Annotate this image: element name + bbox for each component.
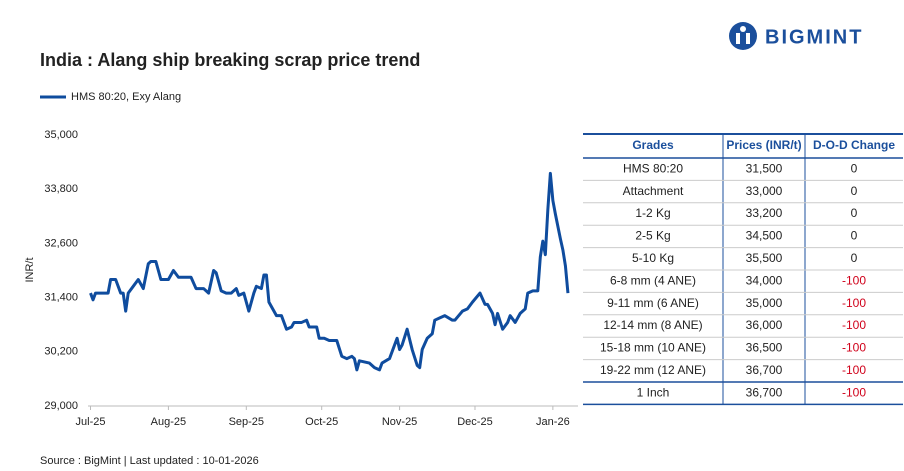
table-cell: -100 xyxy=(842,385,866,399)
line-series xyxy=(89,171,570,372)
table-cell: 1 Inch xyxy=(637,385,670,399)
table-header: D-O-D Change xyxy=(813,138,895,152)
table-cell: 15-18 mm (10 ANE) xyxy=(600,341,706,355)
x-tick-label: Oct-25 xyxy=(305,416,338,428)
y-tick-label: 33,800 xyxy=(44,183,78,195)
table-cell: 0 xyxy=(851,206,858,220)
y-tick-label: 29,000 xyxy=(44,400,78,412)
table-cell: Attachment xyxy=(623,184,684,198)
table-header: Prices (INR/t) xyxy=(726,138,801,152)
x-tick-label: Sep-25 xyxy=(229,416,264,428)
table-cell: 36,000 xyxy=(746,318,783,332)
legend-label: HMS 80:20, Exy Alang xyxy=(71,91,181,103)
y-axis-label: INR/t xyxy=(24,257,36,282)
table-cell: 36,700 xyxy=(746,385,783,399)
source-note: Source : BigMint | Last updated : 10-01-… xyxy=(40,455,259,467)
table-cell: 35,500 xyxy=(746,251,783,265)
table-cell: 33,200 xyxy=(746,206,783,220)
table-cell: -100 xyxy=(842,363,866,377)
table-cell: 0 xyxy=(851,229,858,243)
chart-title: India : Alang ship breaking scrap price … xyxy=(40,50,420,70)
table-cell: 6-8 mm (4 ANE) xyxy=(610,273,696,287)
table-cell: 36,500 xyxy=(746,341,783,355)
y-tick-label: 32,600 xyxy=(44,237,78,249)
logo-icon xyxy=(729,22,757,50)
table-cell: 34,500 xyxy=(746,229,783,243)
y-tick-label: 31,400 xyxy=(44,292,78,304)
x-tick-label: Aug-25 xyxy=(151,416,186,428)
table-cell: HMS 80:20 xyxy=(623,161,683,175)
table-cell: 5-10 Kg xyxy=(632,251,674,265)
logo: BIGMINT xyxy=(765,26,863,48)
table-cell: 36,700 xyxy=(746,363,783,377)
table-cell: 12-14 mm (8 ANE) xyxy=(603,318,702,332)
x-tick-label: Jul-25 xyxy=(76,416,106,428)
table-header: Grades xyxy=(632,138,674,152)
y-tick-label: 30,200 xyxy=(44,346,78,358)
table-cell: 35,000 xyxy=(746,296,783,310)
table-cell: 31,500 xyxy=(746,161,783,175)
y-tick-label: 35,000 xyxy=(44,129,78,141)
table-cell: 1-2 Kg xyxy=(635,206,670,220)
table-cell: 0 xyxy=(851,161,858,175)
table-cell: 34,000 xyxy=(746,273,783,287)
table-cell: -100 xyxy=(842,296,866,310)
x-tick-label: Dec-25 xyxy=(457,416,492,428)
table-cell: 19-22 mm (12 ANE) xyxy=(600,363,706,377)
table-cell: 33,000 xyxy=(746,184,783,198)
table-cell: -100 xyxy=(842,318,866,332)
x-tick-label: Jan-26 xyxy=(536,416,570,428)
table-cell: -100 xyxy=(842,273,866,287)
x-tick-label: Nov-25 xyxy=(382,416,417,428)
table-cell: -100 xyxy=(842,341,866,355)
table-cell: 0 xyxy=(851,251,858,265)
table-cell: 0 xyxy=(851,184,858,198)
table-cell: 9-11 mm (6 ANE) xyxy=(607,296,699,310)
table-cell: 2-5 Kg xyxy=(635,229,670,243)
